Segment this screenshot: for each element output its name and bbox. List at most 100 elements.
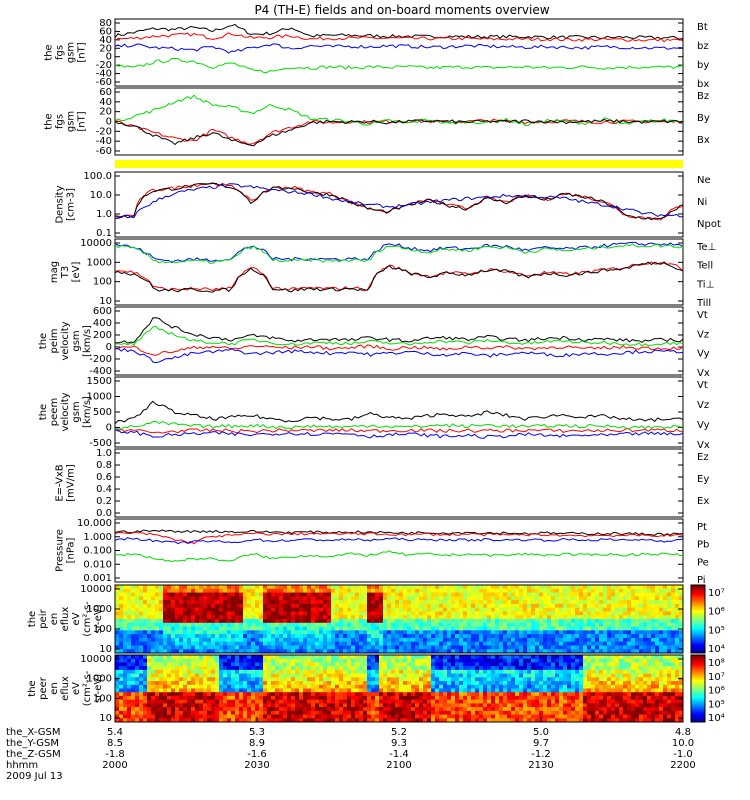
spectrogram-cell bbox=[187, 596, 192, 601]
spectrogram-cell bbox=[587, 592, 592, 597]
spectrogram-cell bbox=[255, 714, 260, 719]
spectrogram-cell bbox=[195, 649, 200, 654]
spectrogram-cell bbox=[303, 649, 308, 654]
spectrogram-cell bbox=[363, 615, 368, 620]
spectrogram-cell bbox=[675, 645, 680, 650]
spectrogram-cell bbox=[371, 603, 376, 609]
spectrogram-cell bbox=[327, 699, 332, 704]
spectrogram-cell bbox=[367, 622, 372, 627]
spectrogram-cell bbox=[175, 673, 180, 678]
spectrogram-cell bbox=[155, 637, 160, 643]
spectrogram-cell bbox=[523, 662, 528, 667]
spectrogram-cell bbox=[423, 692, 428, 697]
spectrogram-cell bbox=[331, 592, 336, 597]
spectrogram-cell bbox=[539, 634, 544, 639]
spectrogram-cell bbox=[423, 699, 428, 704]
spectrogram-cell bbox=[119, 669, 124, 675]
spectrogram-cell bbox=[347, 695, 352, 701]
spectrogram-cell bbox=[347, 662, 352, 667]
spectrogram-cell bbox=[339, 673, 344, 678]
spectrogram-cell bbox=[135, 603, 140, 609]
spectrogram-cell bbox=[263, 692, 268, 697]
spectrogram-cell bbox=[195, 588, 200, 593]
spectrogram-cell bbox=[183, 588, 188, 593]
spectrogram-cell bbox=[407, 662, 412, 667]
spectrogram-cell bbox=[399, 658, 404, 663]
spectrogram-cell bbox=[451, 585, 456, 590]
spectrogram-cell bbox=[131, 637, 136, 643]
spectrogram-cell bbox=[299, 684, 304, 689]
spectrogram-cell bbox=[675, 641, 680, 646]
spectrogram-cell bbox=[227, 592, 232, 597]
spectrogram-cell bbox=[171, 655, 176, 660]
spectrogram-cell bbox=[255, 619, 260, 624]
spectrogram-cell bbox=[603, 622, 608, 627]
spectrogram-cell bbox=[119, 718, 124, 723]
spectrogram-cell bbox=[491, 619, 496, 624]
spectrogram-cell bbox=[219, 695, 224, 701]
spectrogram-cell bbox=[327, 607, 332, 612]
spectrogram-cell bbox=[331, 600, 336, 605]
spectrogram-cell bbox=[147, 607, 152, 612]
spectrogram-cell bbox=[247, 710, 252, 715]
spectrogram-cell bbox=[427, 641, 432, 646]
spectrogram-cell bbox=[327, 630, 332, 635]
spectrogram-cell bbox=[119, 603, 124, 609]
spectrogram-cell bbox=[267, 630, 272, 635]
spectrogram-cell bbox=[447, 641, 452, 646]
spectrogram-cell bbox=[527, 695, 532, 701]
spectrogram-cell bbox=[679, 592, 684, 597]
spectrogram-cell bbox=[171, 692, 176, 697]
spectrogram-cell bbox=[399, 603, 404, 609]
spectrogram-cell bbox=[495, 695, 500, 701]
spectrogram-cell bbox=[315, 592, 320, 597]
spectrogram-cell bbox=[371, 588, 376, 593]
spectrogram-cell bbox=[671, 615, 676, 620]
spectrogram-cell bbox=[567, 703, 572, 708]
spectrogram-cell bbox=[519, 626, 524, 631]
spectrogram-cell bbox=[335, 703, 340, 708]
spectrogram-cell bbox=[287, 718, 292, 723]
panel-frame bbox=[114, 518, 684, 583]
spectrogram-cell bbox=[455, 619, 460, 624]
spectrogram-cell bbox=[379, 662, 384, 667]
spectrogram-cell bbox=[567, 658, 572, 663]
spectrogram-cell bbox=[415, 695, 420, 701]
spectrogram-cell bbox=[579, 630, 584, 635]
spectrogram-cell bbox=[559, 585, 564, 590]
spectrogram-cell bbox=[607, 645, 612, 650]
spectrogram-cell bbox=[343, 681, 348, 686]
spectrogram-cell bbox=[515, 615, 520, 620]
spectrogram-cell bbox=[659, 637, 664, 643]
spectrogram-cell bbox=[463, 645, 468, 650]
spectrogram-cell bbox=[467, 673, 472, 678]
spectrogram-cell bbox=[379, 641, 384, 646]
spectrogram-cell bbox=[343, 703, 348, 708]
spectrogram-cell bbox=[555, 622, 560, 627]
spectrogram-cell bbox=[623, 645, 628, 650]
spectrogram-cell bbox=[115, 669, 120, 675]
spectrogram-cell bbox=[439, 707, 444, 712]
spectrogram-cell bbox=[303, 707, 308, 712]
y-tick-label: -200 bbox=[89, 354, 112, 365]
spectrogram-cell bbox=[323, 641, 328, 646]
spectrogram-cell bbox=[387, 714, 392, 719]
spectrogram-cell bbox=[475, 688, 480, 693]
spectrogram-cell bbox=[363, 718, 368, 723]
spectrogram-cell bbox=[211, 699, 216, 704]
spectrogram-cell bbox=[451, 681, 456, 686]
spectrogram-cell bbox=[455, 634, 460, 639]
spectrogram-cell bbox=[243, 662, 248, 667]
spectrogram-cell bbox=[211, 637, 216, 643]
spectrogram-cell bbox=[675, 634, 680, 639]
spectrogram-cell bbox=[319, 626, 324, 631]
spectrogram-cell bbox=[531, 592, 536, 597]
spectrogram-cell bbox=[543, 718, 548, 723]
spectrogram-cell bbox=[623, 637, 628, 643]
spectrogram-cell bbox=[131, 662, 136, 667]
spectrogram-cell bbox=[311, 626, 316, 631]
spectrogram-cell bbox=[291, 666, 296, 671]
spectrogram-cell bbox=[243, 658, 248, 663]
spectrogram-cell bbox=[535, 684, 540, 689]
